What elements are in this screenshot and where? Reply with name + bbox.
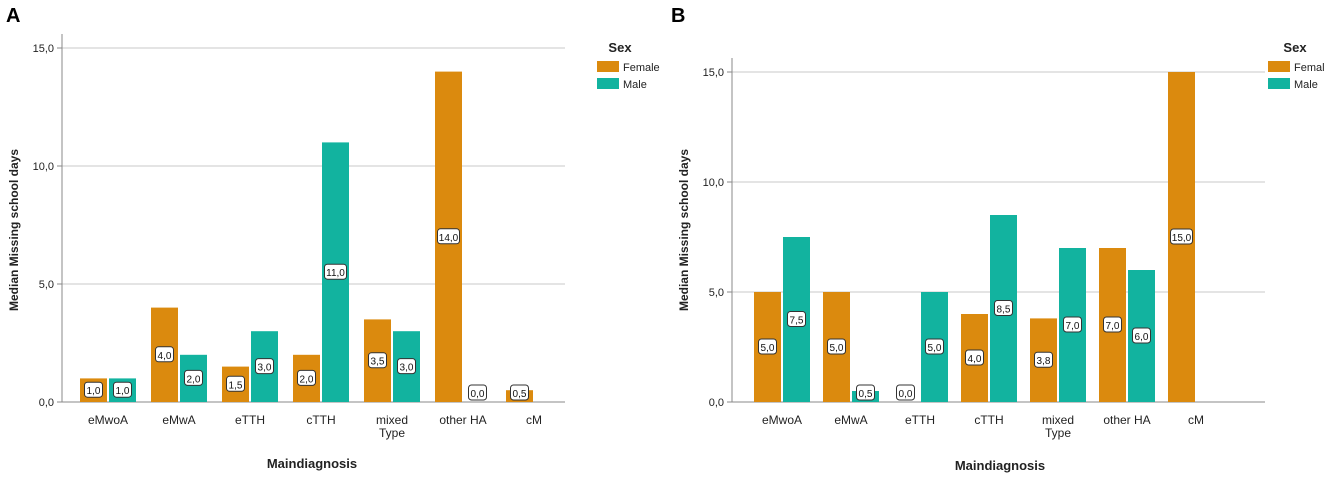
x-tick-label: Type [379, 426, 405, 440]
x-tick-label: eMwA [834, 413, 867, 427]
data-label: 14,0 [439, 233, 459, 244]
data-label: 11,0 [326, 268, 345, 279]
data-label: 1,0 [116, 386, 130, 397]
panel-b: B 0,0 5,0 10,0 15,0 Median Missing school day… [671, 5, 1325, 473]
x-tick-label: mixed [376, 413, 408, 427]
data-label-box [1103, 316, 1122, 333]
y-tick-label: 5,0 [39, 279, 54, 291]
data-label-box [437, 228, 460, 245]
data-label: 5,0 [761, 343, 775, 354]
data-label: 2,0 [300, 374, 314, 385]
panel-label: A [6, 5, 20, 27]
legend: Sex Female Male [597, 40, 660, 91]
x-tick-label: eMwoA [88, 413, 128, 427]
y-tick-label: 5,0 [709, 287, 724, 299]
data-label-box [84, 381, 103, 398]
y-tick-label: 0,0 [709, 397, 724, 409]
data-label-box [896, 384, 915, 401]
data-label: 4,0 [158, 351, 172, 362]
y-tick-label: 0,0 [39, 397, 54, 409]
data-label: 7,0 [1066, 321, 1080, 332]
data-label-box [994, 300, 1013, 316]
data-label: 1,0 [87, 386, 101, 397]
data-label: 3,8 [1037, 356, 1051, 367]
data-label: 1,5 [229, 380, 243, 391]
legend-label-female: Female [623, 62, 660, 74]
x-tick-label: cTTH [306, 413, 335, 427]
data-label: 0,0 [899, 389, 913, 400]
legend-title: Sex [1283, 40, 1307, 55]
x-tick-label: other HA [439, 413, 486, 427]
data-label: 7,0 [1106, 321, 1120, 332]
x-tick-label: other HA [1103, 413, 1150, 427]
x-axis-label: Maindiagnosis [955, 458, 1045, 473]
x-tick-label: Type [1045, 426, 1071, 440]
data-label-box [397, 358, 416, 375]
legend-label-female: Female [1294, 62, 1325, 74]
data-label-box [787, 311, 806, 327]
x-tick-label: mixed [1042, 413, 1074, 427]
data-label-box [925, 338, 944, 355]
x-tick-label: eTTH [235, 413, 265, 427]
data-label-box [856, 384, 875, 401]
legend: Sex Female Male [1268, 40, 1325, 91]
data-label: 2,0 [187, 374, 201, 385]
data-label-box [1170, 228, 1193, 245]
data-label-box [827, 338, 846, 355]
y-tick-label: 15,0 [33, 43, 54, 55]
x-tick-label: eMwoA [762, 413, 802, 427]
x-tick-label: eMwA [162, 413, 195, 427]
x-tick-label: cM [1188, 413, 1204, 427]
data-label-box [297, 369, 316, 386]
x-tick-label: eTTH [905, 413, 935, 427]
data-label-box [1132, 327, 1151, 344]
data-label-box [113, 381, 132, 398]
y-tick-label: 10,0 [703, 177, 724, 189]
data-label: 3,0 [400, 363, 414, 374]
x-axis-label: Maindiagnosis [267, 456, 357, 471]
legend-swatch-female [1268, 61, 1290, 72]
data-label: 3,5 [371, 357, 385, 368]
y-axis-label: Median Missing school days [677, 149, 691, 311]
data-label: 6,0 [1135, 332, 1149, 343]
data-label: 4,0 [968, 354, 982, 365]
panel-a: A 0,0 5,0 10,0 15,0 Median Missing school day… [6, 5, 660, 471]
data-label: 5,0 [830, 343, 844, 354]
data-label-box [468, 384, 487, 401]
data-label: 7,5 [790, 316, 804, 327]
data-label-box [184, 369, 203, 386]
y-tick-label: 15,0 [703, 67, 724, 79]
legend-swatch-male [597, 78, 619, 89]
data-label: 15,0 [1172, 233, 1192, 244]
legend-swatch-male [1268, 78, 1290, 89]
data-label-box [758, 338, 777, 355]
x-tick-label: cM [526, 413, 542, 427]
data-label-box [1034, 351, 1053, 368]
x-tick-label: cTTH [974, 413, 1003, 427]
legend-title: Sex [608, 40, 632, 55]
data-label-box [255, 358, 274, 375]
legend-swatch-female [597, 61, 619, 72]
y-axis-label: Median Missing school days [7, 149, 21, 311]
data-label: 8,5 [997, 305, 1011, 316]
data-label-box [510, 384, 529, 401]
data-label-box [324, 263, 347, 280]
data-label: 0,0 [471, 389, 485, 400]
data-label: 0,5 [513, 389, 527, 400]
data-label: 0,5 [859, 389, 873, 400]
data-label-box [965, 349, 984, 366]
y-tick-label: 10,0 [33, 161, 54, 173]
data-label-box [1063, 316, 1082, 333]
legend-label-male: Male [623, 79, 647, 91]
legend-label-male: Male [1294, 79, 1318, 91]
panel-label: B [671, 5, 685, 27]
data-label-box [368, 352, 387, 369]
data-label: 5,0 [928, 343, 942, 354]
data-label-box [226, 375, 245, 392]
data-label: 3,0 [258, 363, 272, 374]
data-label-box [155, 346, 174, 363]
